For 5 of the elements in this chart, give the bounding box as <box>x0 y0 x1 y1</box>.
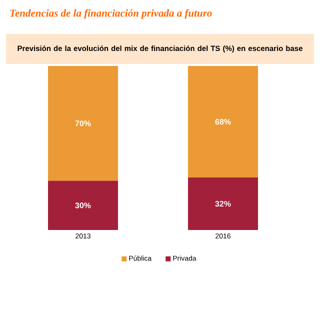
data-label: 70% <box>75 120 91 126</box>
data-label: 68% <box>215 118 231 125</box>
chart-title: Tendencias de la financiación privada a futuro <box>10 9 212 19</box>
data-label: 30% <box>75 202 91 208</box>
data-label: 32% <box>215 200 231 207</box>
